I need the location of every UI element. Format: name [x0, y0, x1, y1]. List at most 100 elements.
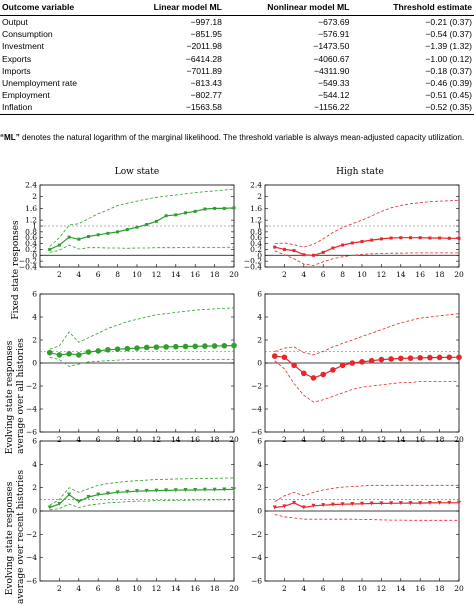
y-tick-label: 0.4	[25, 239, 37, 248]
estimate-point	[192, 343, 198, 350]
estimate-point	[125, 228, 129, 232]
estimate-point	[77, 237, 81, 241]
row-variable-name: Employment	[2, 90, 50, 101]
x-tick-label: 10	[357, 584, 367, 593]
estimate-point	[311, 503, 316, 508]
estimate-point	[86, 495, 91, 499]
x-tick-label: 10	[132, 584, 142, 593]
estimate-point	[48, 247, 52, 251]
x-tick-label: 4	[76, 270, 81, 279]
row-value-cell: −549.33	[318, 78, 350, 89]
x-tick-label: 4	[76, 584, 81, 593]
row-variable-name: Exports	[2, 53, 32, 64]
estimate-point	[182, 343, 189, 350]
x-tick-label: 2	[57, 584, 62, 593]
estimate-point	[163, 344, 169, 350]
upper-band-line	[274, 484, 459, 503]
y-tick-label: 1.2	[25, 216, 37, 225]
estimate-point	[193, 209, 197, 213]
note-ml-term: “ML”	[0, 133, 20, 142]
estimate-point	[154, 219, 158, 223]
estimate-point	[76, 352, 82, 358]
estimate-point	[379, 501, 384, 506]
estimate-point	[213, 206, 217, 210]
estimate-point	[173, 488, 178, 493]
estimate-point	[46, 349, 53, 356]
y-tick-label: −6	[26, 577, 37, 586]
row-value-cell: −1.39 (1.32)	[425, 41, 472, 52]
x-tick-label: 14	[396, 270, 406, 279]
row-value-cell: −7011.89	[186, 65, 222, 76]
estimate-point	[389, 236, 393, 240]
x-tick-label: 16	[415, 584, 425, 593]
x-tick-label: 10	[357, 270, 367, 279]
row-value-cell: −813.43	[190, 78, 222, 89]
estimate-point	[164, 488, 169, 493]
estimate-point	[143, 344, 150, 351]
estimate-point	[153, 344, 160, 350]
estimate-point	[330, 367, 336, 373]
impulse-response-figure: Low state High state Fixed state respons…	[5, 167, 464, 604]
x-tick-label: 2	[282, 435, 287, 444]
x-tick-label: 4	[301, 435, 306, 444]
estimate-point	[350, 502, 355, 506]
x-tick-label: 10	[132, 435, 142, 444]
x-tick-label: 18	[435, 584, 445, 593]
y-tick-label: 1.2	[250, 216, 262, 225]
estimate-line	[274, 502, 459, 509]
panel-high-fixed: −0.4−0.200.20.40.60.811.2 1.6 2 2.4 2 4 6 8 10 12…	[244, 181, 464, 280]
estimate-point	[331, 246, 335, 250]
y-tick-label: 2	[32, 336, 37, 345]
estimate-point	[360, 501, 364, 506]
lower-band-line	[274, 514, 459, 521]
row-variable-name: Imports	[2, 65, 31, 76]
estimate-point	[115, 490, 120, 495]
row-label-evolving-all: Evolving state responses average over al…	[5, 338, 26, 454]
estimate-point	[408, 501, 413, 506]
x-tick-label: 12	[152, 270, 162, 279]
estimate-point	[231, 342, 237, 349]
row-value-cell: −0.46 (0.39)	[425, 78, 472, 89]
y-tick-label: −2	[251, 530, 262, 539]
upper-band-line	[274, 199, 460, 248]
estimate-point	[292, 500, 297, 505]
row-value-cell: −2011.98	[186, 41, 222, 52]
estimate-point	[211, 343, 218, 349]
y-tick-label: 0	[32, 251, 37, 260]
estimate-point	[312, 253, 315, 257]
estimate-point	[370, 238, 374, 242]
estimate-point	[399, 236, 403, 240]
header-outcome-variable: Outcome variable	[0, 0, 117, 16]
x-tick-label: 20	[229, 584, 239, 593]
row-label-evolving-recent-line2: average over recent histories	[16, 470, 26, 604]
estimate-point	[125, 489, 130, 494]
y-tick-label: 6	[32, 290, 37, 299]
row-value-cell: −6414.28	[185, 53, 222, 64]
estimate-point	[67, 492, 72, 497]
estimate-point	[330, 502, 335, 507]
estimate-point	[292, 249, 296, 253]
estimate-point	[360, 240, 364, 244]
estimate-point	[388, 356, 394, 362]
y-tick-label: 1	[32, 222, 37, 231]
x-tick-label: 2	[57, 435, 62, 444]
x-tick-label: 16	[190, 270, 200, 279]
estimate-point	[145, 223, 149, 227]
estimate-point	[232, 487, 236, 492]
estimate-point	[369, 501, 374, 506]
estimate-point	[457, 236, 461, 240]
estimate-point	[359, 359, 365, 365]
y-tick-label: 6	[257, 290, 262, 299]
x-tick-label: 4	[301, 584, 306, 593]
estimate-point	[407, 355, 414, 361]
upper-band-line	[49, 188, 235, 247]
row-value-cell: −673.69	[318, 17, 350, 28]
estimate-point	[302, 253, 306, 257]
y-tick-label: −4	[26, 553, 37, 562]
x-tick-label: 8	[340, 435, 345, 444]
estimate-point	[273, 245, 277, 249]
x-tick-label: 12	[152, 584, 162, 593]
y-tick-label: 0.6	[250, 233, 262, 242]
x-tick-label: 12	[377, 584, 387, 593]
x-tick-label: 6	[321, 270, 326, 279]
